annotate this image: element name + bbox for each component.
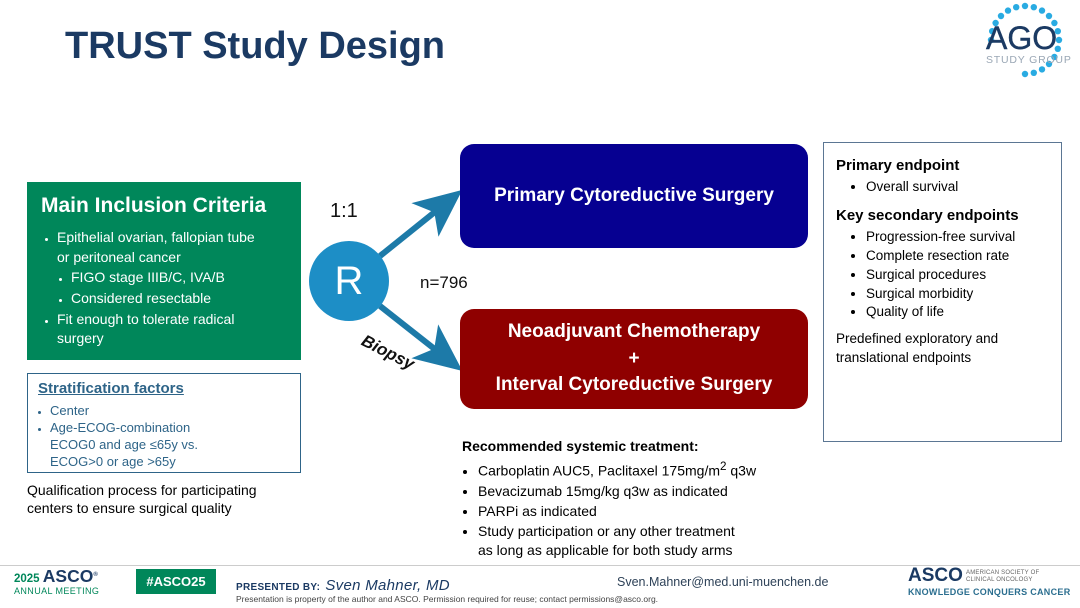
- svg-text:2025 ASCO®: 2025 ASCO®: [14, 570, 98, 586]
- svg-text:AGO: AGO: [986, 20, 1057, 56]
- svg-text:CLINICAL ONCOLOGY: CLINICAL ONCOLOGY: [966, 577, 1033, 583]
- svg-text:ASCO: ASCO: [908, 565, 963, 586]
- svg-text:STUDY GROUP: STUDY GROUP: [986, 54, 1072, 66]
- svg-text:ANNUAL MEETING: ANNUAL MEETING: [14, 586, 99, 596]
- svg-text:AMERICAN SOCIETY OF: AMERICAN SOCIETY OF: [966, 570, 1040, 576]
- svg-text:KNOWLEDGE CONQUERS CANCER: KNOWLEDGE CONQUERS CANCER: [908, 587, 1071, 597]
